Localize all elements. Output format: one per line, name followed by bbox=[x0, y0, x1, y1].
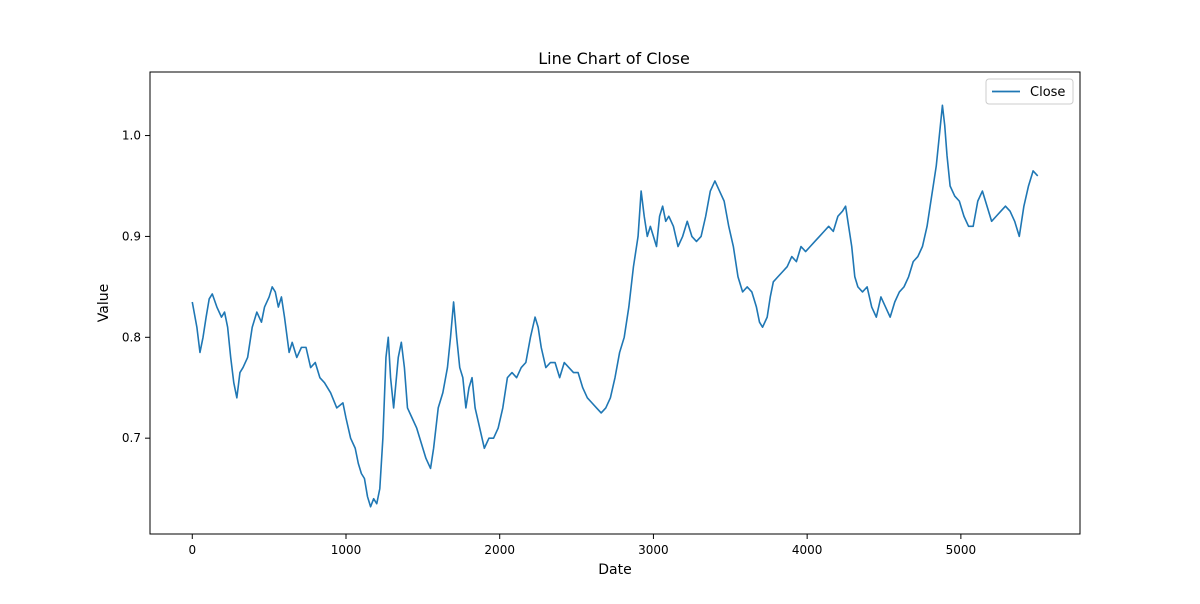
y-tick-label: 0.8 bbox=[122, 330, 141, 344]
chart-title: Line Chart of Close bbox=[538, 49, 690, 68]
legend: Close bbox=[985, 78, 1074, 105]
y-axis-label: Value bbox=[96, 284, 112, 322]
plot-area bbox=[149, 71, 1081, 535]
x-tick-label: 5000 bbox=[946, 543, 977, 557]
x-tick-label: 4000 bbox=[792, 543, 823, 557]
x-tick-label: 0 bbox=[188, 543, 196, 557]
legend-label: Close bbox=[1030, 85, 1065, 100]
series-layer bbox=[191, 104, 1039, 508]
y-axis: 0.7 0.8 0.9 1.0 bbox=[122, 129, 150, 445]
legend-box bbox=[985, 78, 1074, 105]
x-tick-label: 3000 bbox=[638, 543, 669, 557]
x-tick-label: 1000 bbox=[331, 543, 362, 557]
y-tick-label: 1.0 bbox=[122, 129, 141, 143]
series-line-close bbox=[191, 104, 1039, 508]
x-axis-label: Date bbox=[598, 562, 631, 578]
x-tick-label: 2000 bbox=[484, 543, 515, 557]
y-tick-label: 0.7 bbox=[122, 431, 141, 445]
x-axis: 0 1000 2000 3000 4000 5000 bbox=[188, 534, 976, 557]
y-tick-label: 0.9 bbox=[122, 229, 141, 243]
